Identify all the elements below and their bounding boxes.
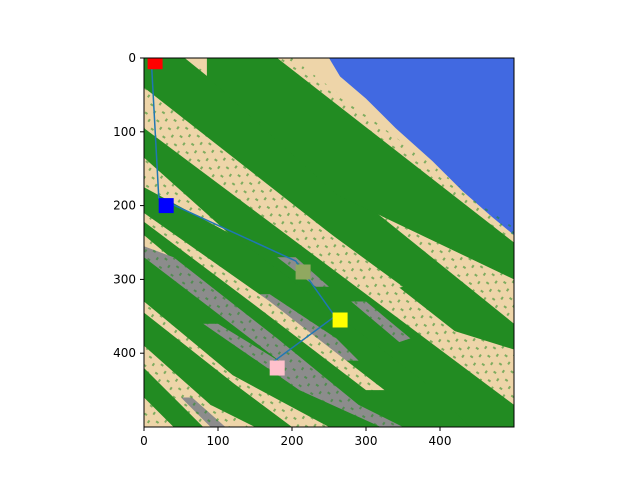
route-marker-3	[295, 264, 311, 280]
y-tick-label: 200	[113, 199, 136, 213]
water-body	[329, 58, 514, 236]
route-marker-2	[158, 198, 174, 214]
route-path-line	[150, 61, 336, 365]
x-tick-label: 400	[429, 434, 452, 448]
forest-speckle-texture	[144, 58, 514, 427]
route-marker-5	[269, 360, 285, 376]
terrain-layers	[144, 58, 514, 427]
x-axis: 0 100 200 300 400	[140, 427, 451, 448]
plot-area	[144, 58, 514, 427]
route-marker-4	[332, 312, 348, 328]
route-markers	[147, 58, 348, 376]
x-tick-label: 200	[281, 434, 304, 448]
plot-frame	[143, 57, 515, 428]
x-tick-label: 0	[140, 434, 148, 448]
x-tick-label: 300	[355, 434, 378, 448]
y-tick-label: 100	[113, 125, 136, 139]
y-tick-label: 400	[113, 346, 136, 360]
x-tick-label: 100	[207, 434, 230, 448]
y-axis: 0 100 200 300 400	[113, 51, 144, 360]
route-marker-1	[147, 58, 163, 70]
y-tick-label: 300	[113, 272, 136, 286]
y-tick-label: 0	[128, 51, 136, 65]
